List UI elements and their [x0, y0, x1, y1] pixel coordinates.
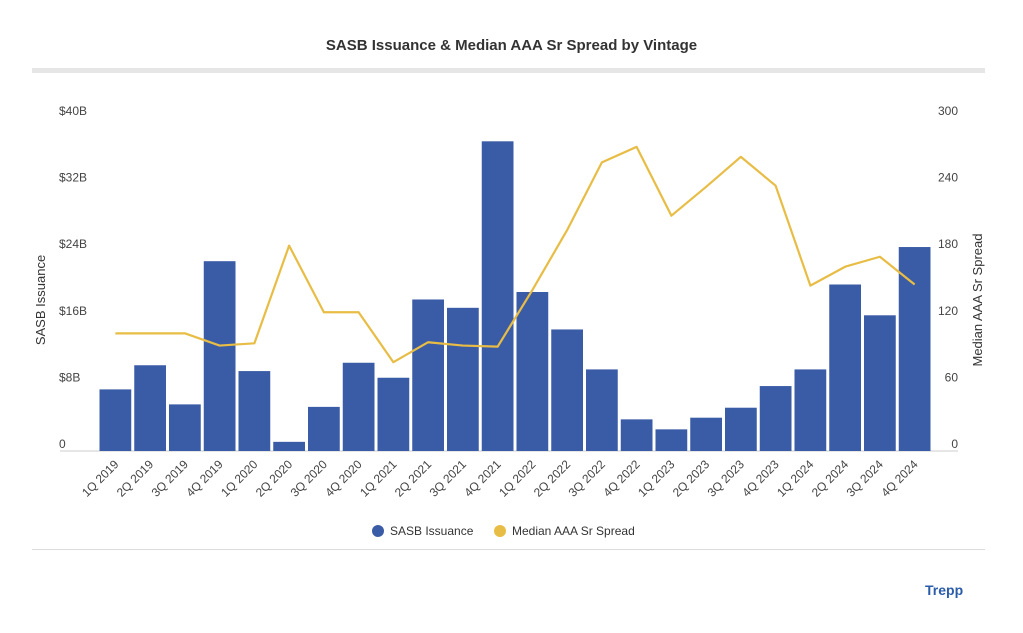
y-tick-right: 240 [938, 171, 958, 185]
x-tick-label: 1Q 2021 [357, 457, 400, 500]
y-axis-label-right: Median AAA Sr Spread [970, 234, 985, 367]
x-tick-label: 2Q 2020 [253, 457, 296, 500]
legend-label-sasb: SASB Issuance [390, 524, 474, 538]
legend-marker-spread [494, 525, 506, 537]
y-tick-left: 0 [59, 437, 66, 451]
bar [99, 389, 132, 451]
x-tick-label: 4Q 2021 [461, 457, 504, 500]
y-tick-left: $8B [59, 370, 80, 384]
x-tick-label: 2Q 2022 [531, 457, 574, 500]
header-divider [32, 68, 985, 73]
bar [134, 365, 166, 451]
y-tick-right: 120 [938, 304, 958, 318]
x-tick-label: 4Q 2020 [322, 457, 365, 500]
x-tick-label: 1Q 2024 [774, 457, 817, 500]
x-tick-label: 3Q 2023 [705, 457, 748, 500]
x-tick-label: 4Q 2019 [183, 457, 226, 500]
y-tick-right: 0 [951, 437, 958, 451]
x-tick-label: 1Q 2023 [635, 457, 678, 500]
bar [829, 284, 861, 451]
x-tick-label: 2Q 2021 [392, 457, 435, 500]
bar [447, 307, 479, 451]
y-tick-right: 180 [938, 237, 958, 251]
bar [586, 369, 618, 451]
bar [516, 291, 549, 451]
bar [238, 371, 271, 451]
bar [203, 261, 236, 451]
x-tick-label: 3Q 2019 [149, 457, 192, 500]
bar [794, 369, 827, 451]
x-tick-label: 4Q 2024 [878, 457, 921, 500]
bar [725, 407, 757, 451]
y-tick-left: $32B [59, 171, 87, 185]
y-tick-right: 300 [938, 104, 958, 118]
bar [759, 386, 792, 451]
spread-line [115, 145, 916, 364]
y-tick-right: 60 [945, 370, 959, 384]
x-tick-label: 2Q 2019 [114, 457, 157, 500]
bar [551, 329, 583, 451]
legend-label-spread: Median AAA Sr Spread [512, 524, 635, 538]
bar [308, 406, 340, 451]
x-tick-label: 3Q 2022 [566, 457, 609, 500]
y-tick-left: $40B [59, 104, 87, 118]
x-tick-label: 1Q 2022 [496, 457, 539, 500]
x-tick-label: 3Q 2020 [288, 457, 331, 500]
x-tick-label: 3Q 2021 [427, 457, 470, 500]
trepp-logo: Trepp [925, 582, 964, 598]
y-tick-left: $16B [59, 304, 87, 318]
x-tick-label: 2Q 2024 [809, 457, 852, 500]
footer-divider [32, 549, 985, 550]
chart-title: SASB Issuance & Median AAA Sr Spread by … [325, 37, 698, 54]
x-tick-label: 3Q 2024 [844, 457, 887, 500]
x-tick-label: 4Q 2022 [600, 457, 643, 500]
x-tick-label: 1Q 2020 [218, 457, 261, 500]
y-axis-label-left: SASB Issuance [33, 255, 48, 345]
bar [377, 377, 410, 451]
bar [169, 404, 201, 451]
x-tick-label: 1Q 2019 [79, 457, 122, 500]
bar [898, 247, 931, 451]
bar [342, 362, 375, 451]
bar [273, 441, 305, 451]
x-tick-label: 2Q 2023 [670, 457, 713, 500]
legend-marker-sasb [372, 525, 384, 537]
bar [620, 419, 653, 451]
x-tick-label: 4Q 2023 [739, 457, 782, 500]
bar [412, 299, 444, 451]
bar [690, 417, 722, 451]
bar [481, 141, 514, 451]
bar [864, 315, 896, 451]
bar [655, 429, 688, 451]
y-tick-left: $24B [59, 237, 87, 251]
